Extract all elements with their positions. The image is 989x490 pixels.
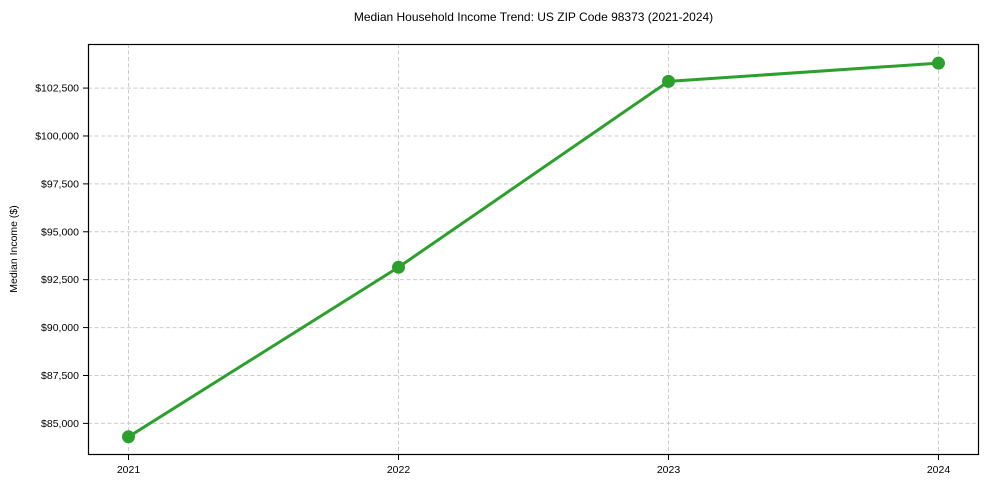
data-point bbox=[662, 74, 675, 88]
y-tick-label: $90,000 bbox=[41, 322, 79, 334]
x-tick-label: 2023 bbox=[657, 464, 681, 476]
x-tick-label: 2021 bbox=[117, 464, 141, 476]
y-tick-label: $85,000 bbox=[41, 418, 79, 430]
y-tick-label: $97,500 bbox=[41, 178, 79, 190]
chart-title: Median Household Income Trend: US ZIP Co… bbox=[353, 10, 714, 24]
trend-line bbox=[127, 61, 940, 439]
y-tick-label: $95,000 bbox=[41, 226, 79, 238]
y-tick-label: $100,000 bbox=[35, 130, 79, 142]
x-tick-label: 2024 bbox=[927, 464, 951, 476]
y-tick-label: $87,500 bbox=[41, 370, 79, 382]
data-point bbox=[932, 56, 945, 70]
y-tick-label: $102,500 bbox=[35, 83, 79, 95]
data-point bbox=[392, 260, 405, 274]
x-tick-label: 2022 bbox=[387, 464, 411, 476]
plot-border bbox=[87, 43, 980, 456]
data-point bbox=[122, 430, 135, 444]
y-tick-label: $92,500 bbox=[41, 274, 79, 286]
